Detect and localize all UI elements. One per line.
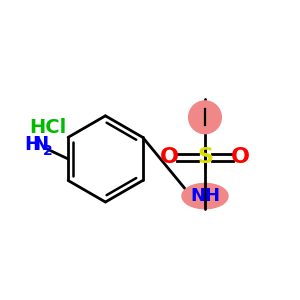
Circle shape: [189, 101, 221, 134]
Text: S: S: [197, 147, 213, 167]
Text: NH: NH: [190, 187, 220, 205]
Text: HCl: HCl: [29, 118, 66, 137]
Ellipse shape: [182, 183, 228, 209]
Text: O: O: [231, 147, 250, 167]
Text: 2: 2: [43, 145, 52, 158]
Text: N: N: [32, 135, 48, 154]
Text: H: H: [25, 135, 41, 154]
Text: O: O: [160, 147, 179, 167]
